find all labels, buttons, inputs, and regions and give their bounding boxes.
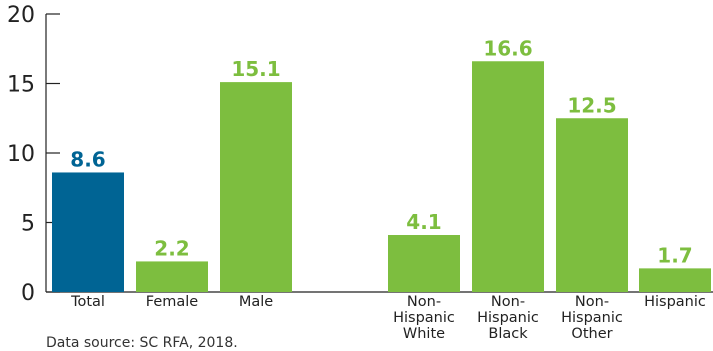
category-label: Non-Hispanic White bbox=[393, 294, 455, 342]
bar bbox=[136, 261, 208, 292]
data-label: 1.7 bbox=[657, 243, 692, 267]
category-label: Male bbox=[239, 294, 273, 310]
bar bbox=[556, 118, 628, 292]
data-label: 2.2 bbox=[154, 236, 189, 260]
y-tick-label: 15 bbox=[7, 73, 35, 98]
bar bbox=[639, 268, 711, 292]
data-label: 8.6 bbox=[70, 147, 105, 171]
category-label: Female bbox=[146, 294, 199, 310]
bar bbox=[472, 61, 544, 293]
bar bbox=[220, 82, 292, 292]
category-label: Total bbox=[70, 294, 105, 310]
bar bbox=[388, 235, 460, 292]
data-label: 4.1 bbox=[406, 210, 441, 234]
category-label: Non-Hispanic Other bbox=[561, 294, 623, 342]
y-tick-label: 0 bbox=[21, 281, 35, 306]
source-note: Data source: SC RFA, 2018. bbox=[46, 335, 238, 351]
bars bbox=[52, 61, 711, 293]
category-label: Hispanic bbox=[644, 294, 706, 310]
category-labels: Total Female Male Non-Hispanic White Non-Hisp… bbox=[70, 294, 706, 342]
bar bbox=[52, 172, 124, 292]
data-label: 16.6 bbox=[483, 36, 532, 60]
y-tick-label: 20 bbox=[7, 3, 35, 28]
category-label: Non-Hispanic Black bbox=[477, 294, 539, 342]
y-tick-label: 10 bbox=[7, 142, 35, 167]
data-label: 12.5 bbox=[567, 93, 616, 117]
value-labels: 8.6 2.2 15.1 4.1 16.6 12.5 1.7 bbox=[70, 36, 692, 267]
data-label: 15.1 bbox=[231, 57, 280, 81]
y-axis-ticks: 0 5 10 15 20 bbox=[7, 3, 60, 306]
y-tick-label: 5 bbox=[21, 212, 35, 237]
